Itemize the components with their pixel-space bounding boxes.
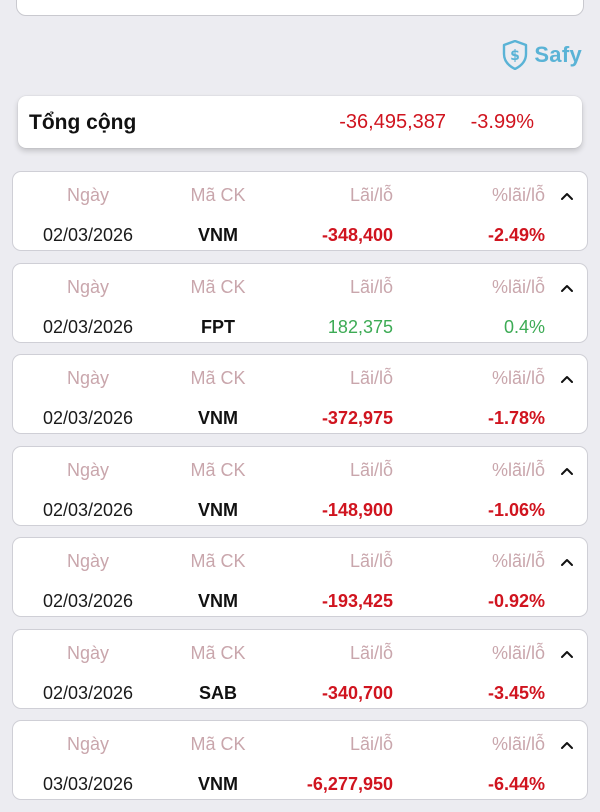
list-item[interactable]: Ngày Mã CK Lãi/lỗ %lãi/lỗ 02/03/2026 VNM -372,… bbox=[12, 354, 588, 434]
row-date: 02/03/2026 bbox=[42, 225, 134, 245]
search-box[interactable] bbox=[16, 0, 584, 16]
code-label: Mã CK bbox=[190, 642, 246, 663]
chevron-up-icon[interactable] bbox=[559, 190, 575, 202]
date-label: Ngày bbox=[66, 551, 110, 571]
row-date: 02/03/2026 bbox=[42, 591, 134, 611]
pnl-label: Lãi/lỗ bbox=[349, 734, 393, 754]
row-pnl: -148,900 bbox=[321, 499, 393, 520]
date-label: Ngày bbox=[66, 642, 110, 663]
row-date: 03/03/2026 bbox=[42, 774, 134, 794]
transaction-list: Ngày Mã CK Lãi/lỗ %lãi/lỗ 02/03/2026 VNM -348,… bbox=[12, 171, 588, 812]
pnl-pct-label: %lãi/lỗ bbox=[491, 459, 545, 480]
row-pnl-pct: -3.45% bbox=[487, 682, 545, 703]
row-date: 02/03/2026 bbox=[42, 408, 134, 428]
brand-name: Safy bbox=[534, 42, 582, 67]
row-pnl: -340,700 bbox=[321, 682, 393, 703]
row-pnl: -6,277,950 bbox=[306, 774, 393, 794]
row-pnl: 182,375 bbox=[327, 316, 393, 337]
pnl-pct-label: %lãi/lỗ bbox=[491, 642, 545, 663]
pnl-label: Lãi/lỗ bbox=[349, 185, 393, 205]
date-label: Ngày bbox=[66, 459, 110, 480]
row-pnl-pct: -6.44% bbox=[487, 774, 545, 794]
pnl-pct-label: %lãi/lỗ bbox=[491, 185, 545, 205]
chevron-up-icon[interactable] bbox=[559, 739, 575, 751]
pnl-label: Lãi/lỗ bbox=[349, 459, 393, 480]
row-pnl-pct: -0.92% bbox=[487, 591, 545, 611]
summary-label: Tổng cộng bbox=[29, 111, 137, 134]
date-label: Ngày bbox=[66, 368, 110, 388]
pnl-pct-label: %lãi/lỗ bbox=[491, 734, 545, 754]
row-pnl-pct: -1.06% bbox=[487, 499, 545, 520]
row-code: VNM bbox=[198, 408, 238, 428]
pnl-label: Lãi/lỗ bbox=[349, 368, 393, 388]
row-code: VNM bbox=[198, 499, 238, 520]
summary-percent: -3.99% bbox=[470, 111, 534, 133]
summary-card: Tổng cộng -36,495,387 -3.99% bbox=[18, 96, 582, 148]
row-pnl-pct: -1.78% bbox=[487, 408, 545, 428]
row-pnl-pct: 0.4% bbox=[503, 316, 545, 337]
chevron-up-icon[interactable] bbox=[559, 648, 575, 660]
row-code: VNM bbox=[198, 225, 238, 245]
list-item[interactable]: Ngày Mã CK Lãi/lỗ %lãi/lỗ 02/03/2026 SAB -340,… bbox=[12, 628, 588, 709]
code-label: Mã CK bbox=[190, 276, 246, 297]
row-pnl: -372,975 bbox=[321, 408, 393, 428]
row-code: VNM bbox=[198, 774, 238, 794]
code-label: Mã CK bbox=[190, 734, 246, 754]
row-code: VNM bbox=[198, 591, 238, 611]
date-label: Ngày bbox=[66, 185, 110, 205]
pnl-pct-label: %lãi/lỗ bbox=[491, 276, 545, 297]
date-label: Ngày bbox=[66, 734, 110, 754]
chevron-up-icon[interactable] bbox=[559, 465, 575, 477]
row-pnl: -348,400 bbox=[321, 225, 393, 245]
pnl-label: Lãi/lỗ bbox=[349, 642, 393, 663]
row-pnl-pct: -2.49% bbox=[487, 225, 545, 245]
row-pnl: -193,425 bbox=[321, 591, 393, 611]
pnl-label: Lãi/lỗ bbox=[349, 551, 393, 571]
pnl-label: Lãi/lỗ bbox=[349, 276, 393, 297]
shield-dollar-icon: $ bbox=[503, 40, 528, 70]
brand-logo: $ Safy bbox=[502, 40, 582, 70]
list-item[interactable]: Ngày Mã CK Lãi/lỗ %lãi/lỗ 02/03/2026 VNM -148,… bbox=[12, 445, 588, 526]
row-date: 02/03/2026 bbox=[42, 316, 134, 337]
svg-text:$: $ bbox=[510, 48, 520, 64]
list-item[interactable]: Ngày Mã CK Lãi/lỗ %lãi/lỗ 03/03/2026 VNM -6,27… bbox=[12, 720, 588, 800]
row-code: FPT bbox=[201, 316, 235, 337]
code-label: Mã CK bbox=[190, 185, 246, 205]
pnl-pct-label: %lãi/lỗ bbox=[491, 551, 545, 571]
pnl-pct-label: %lãi/lỗ bbox=[491, 368, 545, 388]
code-label: Mã CK bbox=[190, 551, 246, 571]
row-code: SAB bbox=[198, 682, 237, 703]
search-icon bbox=[565, 0, 579, 7]
row-date: 02/03/2026 bbox=[42, 499, 134, 520]
list-item[interactable]: Ngày Mã CK Lãi/lỗ %lãi/lỗ 02/03/2026 VNM -193,… bbox=[12, 537, 588, 617]
code-label: Mã CK bbox=[190, 368, 246, 388]
list-item[interactable]: Ngày Mã CK Lãi/lỗ %lãi/lỗ 02/03/2026 FPT 182,3… bbox=[12, 262, 588, 343]
list-item[interactable]: Ngày Mã CK Lãi/lỗ %lãi/lỗ 02/03/2026 VNM -348,… bbox=[12, 171, 588, 251]
chevron-up-icon[interactable] bbox=[559, 556, 575, 568]
date-label: Ngày bbox=[66, 276, 110, 297]
chevron-up-icon[interactable] bbox=[559, 282, 575, 294]
row-date: 02/03/2026 bbox=[42, 682, 134, 703]
chevron-up-icon[interactable] bbox=[559, 373, 575, 385]
code-label: Mã CK bbox=[190, 459, 246, 480]
summary-amount: -36,495,387 bbox=[339, 111, 446, 133]
